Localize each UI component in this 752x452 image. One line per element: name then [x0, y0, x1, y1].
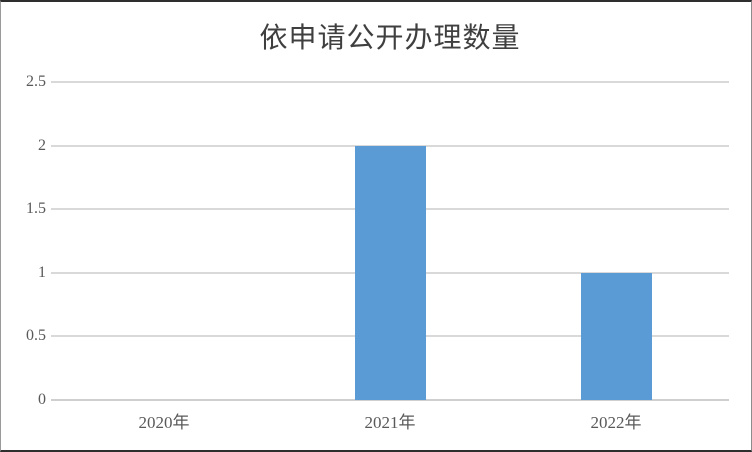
y-tick-label: 0.5 — [26, 327, 46, 345]
bar-2021年 — [354, 145, 426, 400]
y-tick-label: 1.5 — [26, 200, 46, 218]
y-tick-label: 2.5 — [26, 73, 46, 90]
y-tick-label: 0 — [38, 391, 46, 408]
chart-title: 依申请公开办理数量 — [259, 23, 521, 54]
x-tick-label: 2021年 — [364, 413, 416, 432]
y-tick-label: 1 — [38, 263, 46, 281]
x-tick-label: 2022年 — [590, 413, 642, 432]
gridline — [51, 81, 729, 83]
x-axis-line — [51, 399, 729, 401]
plot-area — [51, 81, 729, 401]
x-tick-label: 2020年 — [138, 413, 190, 432]
gridline — [51, 144, 729, 147]
y-tick-label: 2 — [38, 136, 46, 154]
bar-2022年 — [580, 272, 652, 400]
